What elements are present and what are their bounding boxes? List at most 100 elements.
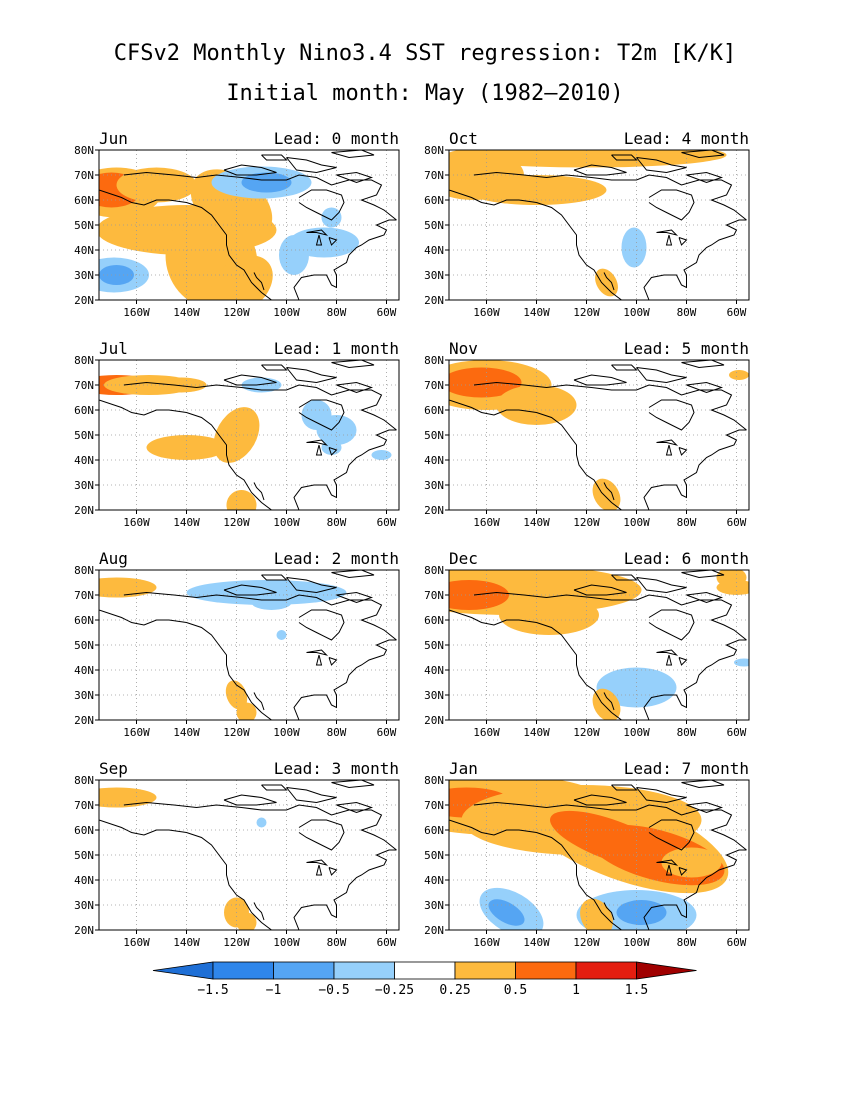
warm-anomaly: [580, 898, 613, 930]
lon-tick-label: 160W: [123, 726, 150, 739]
lat-tick-label: 60N: [74, 194, 94, 207]
lat-tick-label: 80N: [74, 564, 94, 577]
warm-anomaly: [156, 377, 207, 393]
lat-tick-label: 50N: [74, 639, 94, 652]
warm-anomaly: [226, 490, 257, 510]
cold-anomaly: [289, 227, 359, 258]
warm-anomaly: [595, 268, 618, 297]
lon-tick-label: 120W: [223, 936, 250, 949]
coastlines: [99, 780, 397, 930]
map-panel-oct: 80N 70N 60N 50N 40N 30N 20N 160W 140W 120W 100W 80W…: [424, 129, 750, 319]
coastlines: [449, 150, 747, 300]
colorbar-tick-label: −1.5: [197, 983, 228, 998]
lat-tick-label: 60N: [424, 614, 444, 627]
warm-anomaly: [729, 370, 749, 380]
panel-month: Jun: [99, 129, 128, 148]
cold-anomaly: [186, 580, 347, 605]
axis-ticks: 80N 70N 60N 50N 40N 30N 20N 160W 140W 120W 100W 80W…: [424, 144, 747, 319]
axis-ticks: 80N 70N 60N 50N 40N 30N 20N 160W 140W 120W 100W 80W…: [74, 774, 397, 949]
warm-anomaly: [499, 595, 599, 635]
lon-tick-label: 80W: [327, 516, 347, 529]
lat-tick-label: 60N: [74, 824, 94, 837]
lat-tick-label: 20N: [74, 924, 94, 937]
panel-lead: Lead: 1 month: [274, 339, 399, 358]
lon-tick-label: 160W: [123, 516, 150, 529]
panel-lead: Lead: 4 month: [624, 129, 749, 148]
anomaly-field: [449, 780, 729, 930]
lon-tick-label: 120W: [573, 516, 600, 529]
warm-anomaly: [236, 702, 257, 720]
lat-tick-label: 50N: [424, 849, 444, 862]
coastlines: [99, 150, 397, 300]
lat-tick-label: 30N: [74, 689, 94, 702]
axis-ticks: 80N 70N 60N 50N 40N 30N 20N 160W 140W 120W 100W 80W…: [74, 354, 397, 529]
lon-tick-label: 140W: [523, 306, 550, 319]
lat-tick-label: 80N: [424, 354, 444, 367]
lat-tick-label: 30N: [74, 899, 94, 912]
lon-tick-label: 160W: [473, 726, 500, 739]
colorbar-tick-label: 0.5: [504, 983, 527, 998]
colorbar-swatch: [454, 961, 516, 980]
lon-tick-label: 60W: [727, 726, 747, 739]
lon-tick-label: 100W: [273, 936, 300, 949]
lat-tick-label: 40N: [74, 664, 94, 677]
lon-tick-label: 140W: [173, 516, 200, 529]
panel-lead: Lead: 2 month: [274, 549, 399, 568]
map-panel-sep: 80N 70N 60N 50N 40N 30N 20N 160W 140W 120W 100W 80W…: [74, 759, 400, 949]
anomaly-field: [449, 570, 749, 720]
colorbar-tick-label: −1: [266, 983, 282, 998]
warm-anomaly: [116, 167, 197, 203]
cold-anomaly: [276, 630, 287, 640]
map-panel-dec: 80N 70N 60N 50N 40N 30N 20N 160W 140W 120W 100W 80W…: [424, 549, 750, 739]
lat-tick-label: 70N: [424, 379, 444, 392]
lon-tick-label: 60W: [727, 516, 747, 529]
coastlines: [449, 360, 747, 510]
lon-tick-label: 60W: [377, 516, 397, 529]
warm-anomaly: [236, 912, 257, 930]
cold-anomaly: [251, 595, 292, 610]
lat-tick-label: 50N: [74, 219, 94, 232]
axis-ticks: 80N 70N 60N 50N 40N 30N 20N 160W 140W 120W 100W 80W…: [74, 564, 397, 739]
lat-tick-label: 40N: [424, 454, 444, 467]
panel-month: Jan: [449, 759, 478, 778]
lat-tick-label: 30N: [424, 269, 444, 282]
colorbar: −1.5 −1 −0.5 −0.25 0.25 0.5 1 1.5: [152, 961, 697, 998]
lat-tick-label: 80N: [74, 774, 94, 787]
colorbar-swatch: [333, 961, 395, 980]
map-panel-jul: 80N 70N 60N 50N 40N 30N 20N 160W 140W 120W 100W 80W…: [74, 339, 400, 529]
lon-tick-label: 160W: [123, 936, 150, 949]
lat-tick-label: 70N: [424, 799, 444, 812]
lat-tick-label: 30N: [424, 899, 444, 912]
figure-title: CFSv2 Monthly Nino3.4 SST regression: T2…: [114, 41, 737, 66]
lon-tick-label: 60W: [377, 306, 397, 319]
warm-anomaly: [449, 367, 522, 398]
lat-tick-label: 70N: [74, 379, 94, 392]
lon-tick-label: 80W: [327, 936, 347, 949]
lat-tick-label: 80N: [424, 144, 444, 157]
lon-tick-label: 160W: [473, 516, 500, 529]
cold-anomaly: [321, 440, 342, 455]
lon-tick-label: 140W: [523, 516, 550, 529]
anomaly-field: [449, 360, 749, 510]
coastlines: [449, 780, 747, 930]
colorbar-swatch: [515, 961, 577, 980]
panel-month: Nov: [449, 339, 478, 358]
colorbar-tick-label: −0.5: [318, 983, 349, 998]
lat-tick-label: 60N: [424, 404, 444, 417]
lat-tick-label: 70N: [424, 169, 444, 182]
colorbar-tick-label: 1.5: [625, 983, 648, 998]
lon-tick-label: 60W: [727, 936, 747, 949]
lon-tick-label: 80W: [677, 936, 697, 949]
panel-month: Oct: [449, 129, 478, 148]
panel-month: Sep: [99, 759, 128, 778]
colorbar-arrow-high: [636, 961, 697, 980]
lon-tick-label: 120W: [573, 306, 600, 319]
lon-tick-label: 120W: [223, 516, 250, 529]
lon-tick-label: 80W: [677, 306, 697, 319]
panel-month: Dec: [449, 549, 478, 568]
coastlines: [449, 570, 747, 720]
lat-tick-label: 20N: [424, 294, 444, 307]
colorbar-swatch: [394, 961, 456, 980]
cold-anomaly: [734, 658, 749, 667]
lat-tick-label: 40N: [424, 664, 444, 677]
